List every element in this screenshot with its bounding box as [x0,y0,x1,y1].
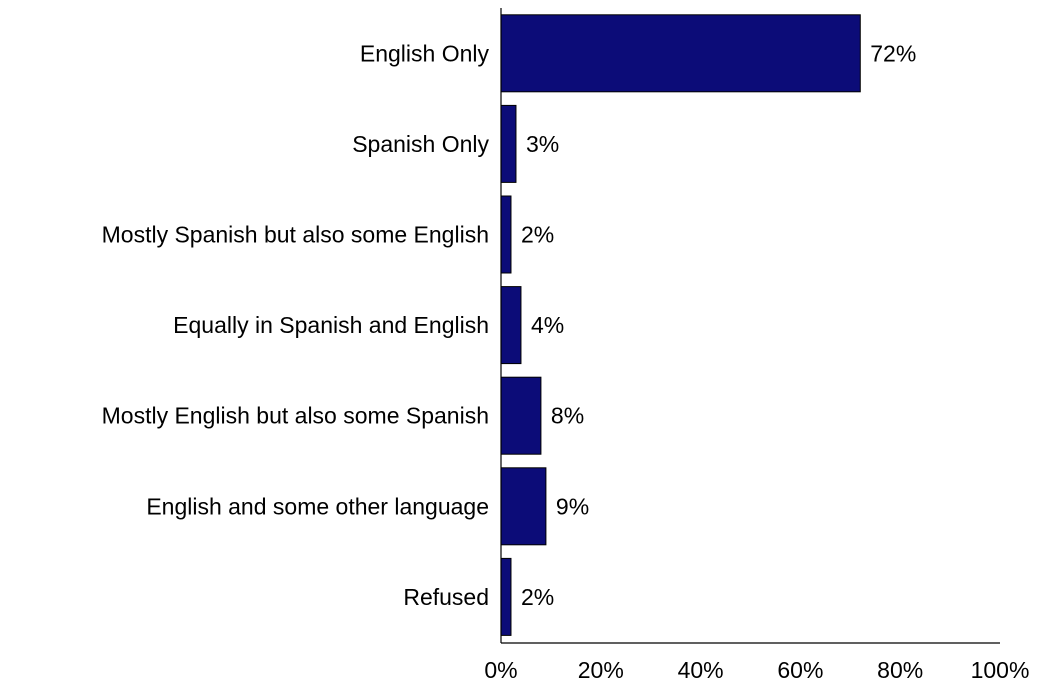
x-tick-label-60: 60% [777,657,823,683]
value-label-mostly-english-but-also-some-spanish: 8% [551,403,584,429]
x-tick-label-0: 0% [484,657,517,683]
bar-english-only [500,14,861,93]
category-labels-layer: English Only Spanish Only Mostly Spanish b… [102,40,490,610]
x-tick-label-80: 80% [877,657,923,683]
value-label-spanish-only: 3% [526,131,559,157]
x-tick-label-20: 20% [578,657,624,683]
value-label-equally-in-spanish-and-english: 4% [531,312,564,338]
x-tick-label-40: 40% [678,657,724,683]
bar-mostly-spanish-but-also-some-english [500,195,512,274]
category-label-spanish-only: Spanish Only [352,131,489,157]
bar-refused [500,557,512,636]
bars-layer [500,14,861,636]
category-label-mostly-spanish-but-also-some-english: Mostly Spanish but also some English [102,222,489,248]
x-tick-label-100: 100% [971,657,1030,683]
category-label-english-and-some-other-language: English and some other language [146,493,489,519]
category-label-english-only: English Only [360,40,490,66]
category-label-refused: Refused [403,584,489,610]
value-label-english-and-some-other-language: 9% [556,493,589,519]
bar-english-and-some-other-language [500,467,547,546]
bar-equally-in-spanish-and-english [500,286,522,365]
value-label-refused: 2% [521,584,554,610]
bar-mostly-english-but-also-some-spanish [500,376,542,455]
category-label-mostly-english-but-also-some-spanish: Mostly English but also some Spanish [102,403,489,429]
value-labels-layer: 72% 3% 2% 4% 8% 9% 2% [521,40,916,610]
value-label-mostly-spanish-but-also-some-english: 2% [521,222,554,248]
value-label-english-only: 72% [870,40,916,66]
axes-layer: 0% 20% 40% 60% 80% 100% [484,8,1029,683]
category-label-equally-in-spanish-and-english: Equally in Spanish and English [173,312,489,338]
bar-spanish-only [500,104,517,183]
